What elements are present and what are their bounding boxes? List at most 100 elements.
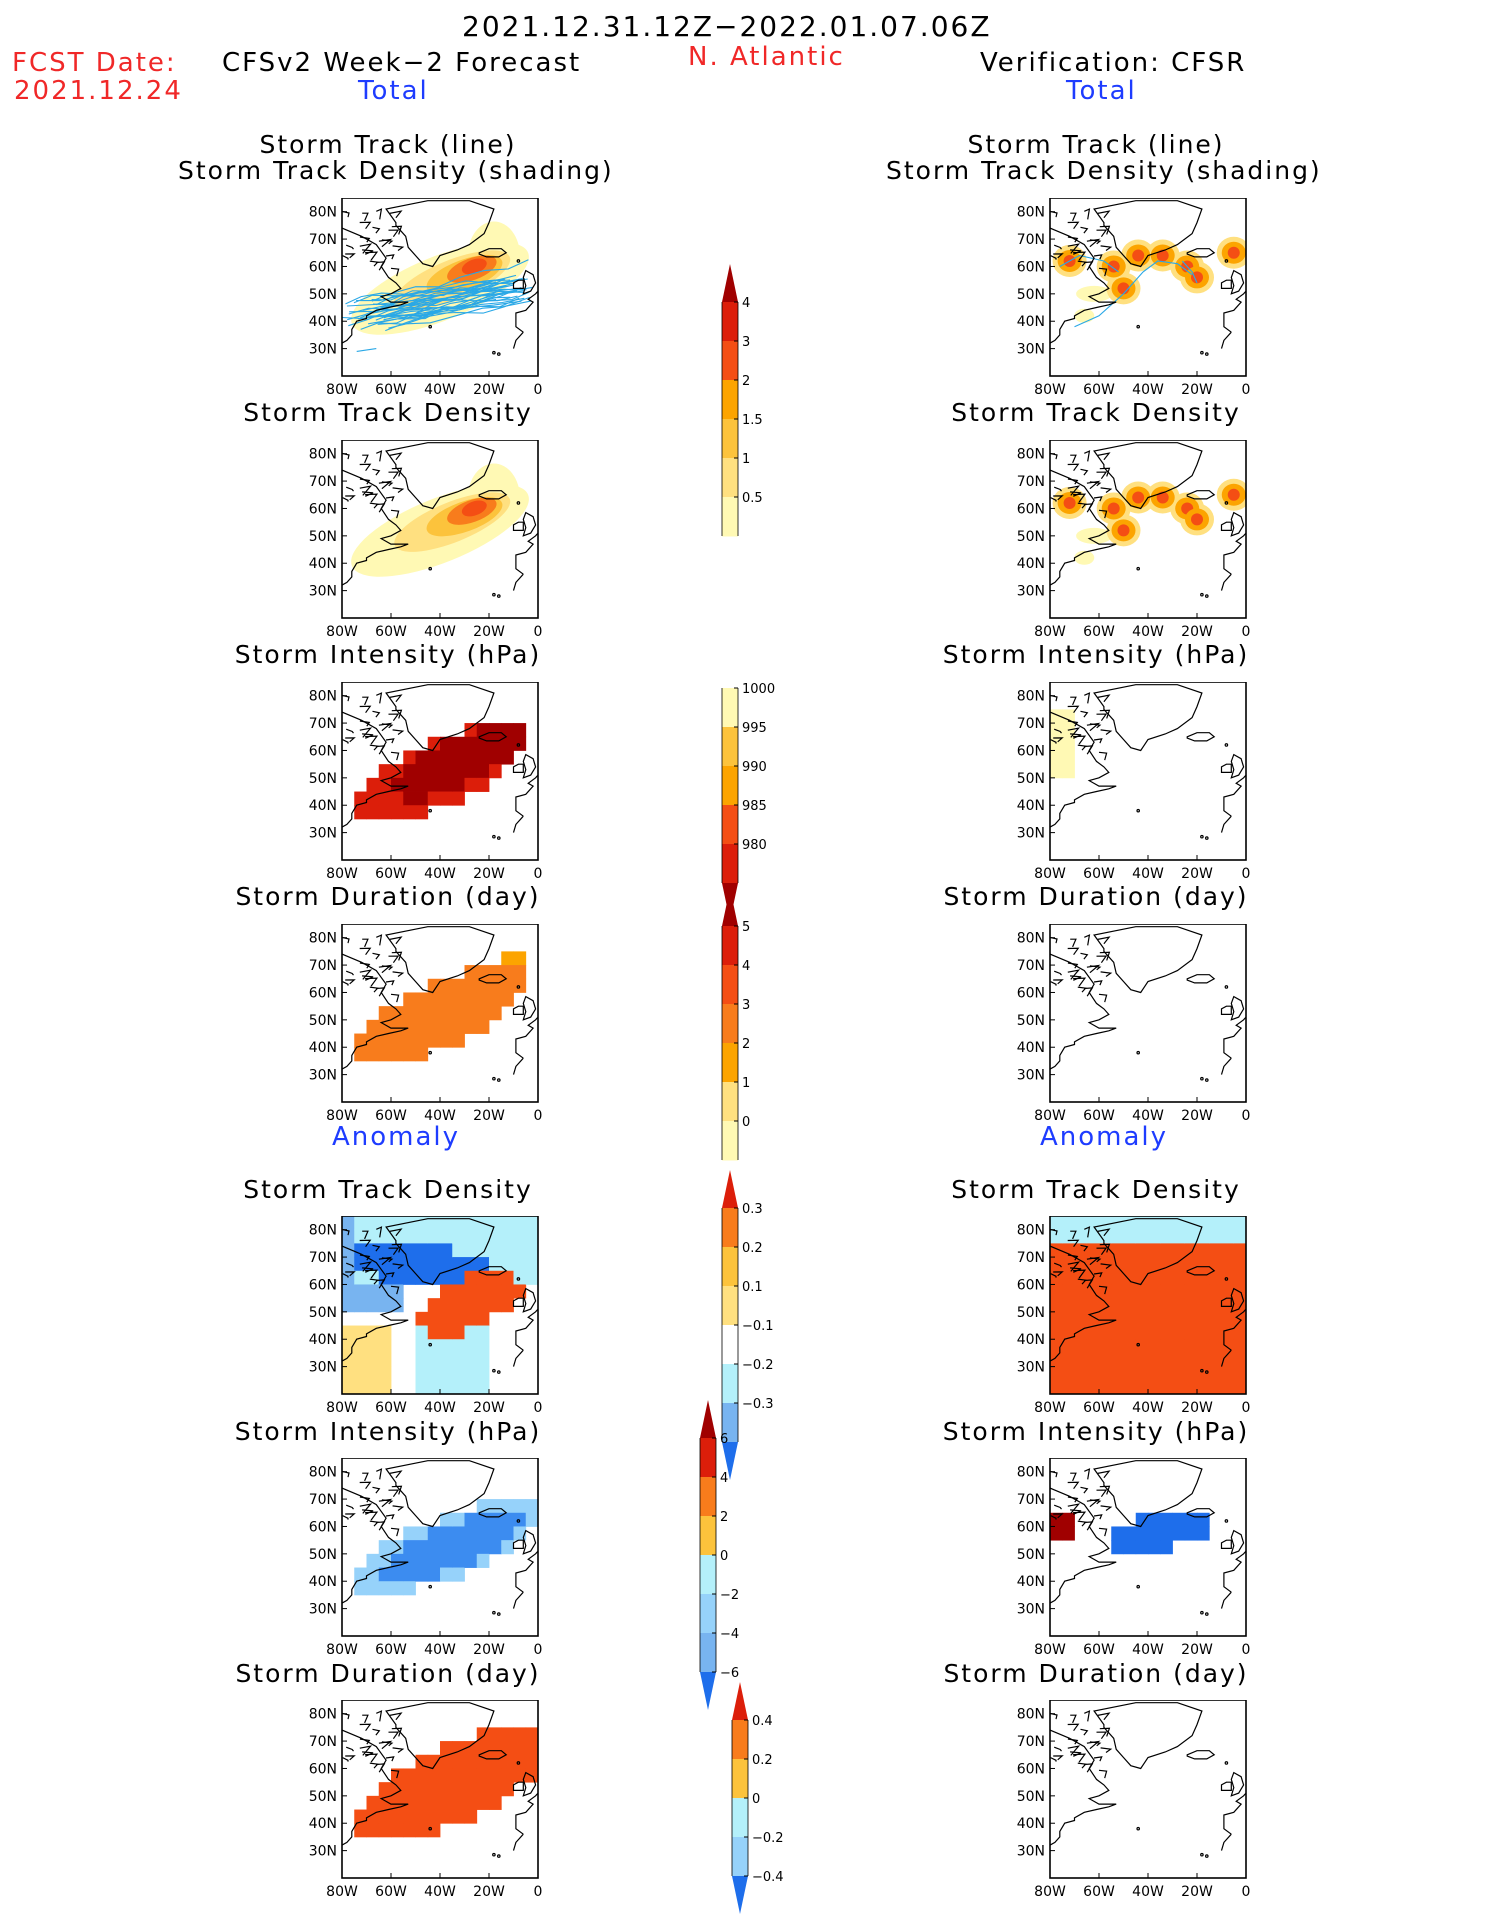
grid-shading <box>354 951 527 1062</box>
right-anomaly-label: Anomaly <box>1040 1122 1169 1152</box>
colorbar-label: −4 <box>720 1627 739 1642</box>
lat-tick-label: 50N <box>309 771 337 787</box>
lat-tick-label: 40N <box>309 798 337 814</box>
lon-tick-label: 0 <box>534 1108 543 1124</box>
colorbar-label: 0.5 <box>742 491 763 506</box>
colorbar-label: −0.3 <box>742 1397 774 1412</box>
lat-tick-label: 80N <box>1017 1223 1045 1239</box>
coastline <box>342 1460 538 1616</box>
lon-tick-label: 20W <box>473 1642 505 1658</box>
colorbar-label: 0.2 <box>752 1753 773 1768</box>
colorbar-label: 0 <box>742 1115 750 1130</box>
colorbar-label: 1000 <box>742 682 775 697</box>
lat-tick-label: 50N <box>1017 1547 1045 1563</box>
lat-tick-label: 60N <box>1017 259 1045 275</box>
map-right-intensity-anom: 80N 70N 60N 50N 40N 30N 80W 60W 40W 20W 0 <box>1000 1457 1252 1662</box>
lon-tick-label: 80W <box>326 866 358 882</box>
lon-tick-label: 60W <box>1083 1400 1115 1416</box>
colorbar-bottom-triangle <box>722 1442 738 1480</box>
colorbar-duration-anom: 0.4 0.2 0 −0.2 −0.4 <box>730 1680 800 1930</box>
lat-tick-label: 40N <box>1017 798 1045 814</box>
coastline <box>1050 200 1246 356</box>
colorbar-segment <box>722 458 738 498</box>
lon-tick-label: 20W <box>1181 1642 1213 1658</box>
lon-tick-label: 60W <box>375 866 407 882</box>
lat-tick-label: 30N <box>1017 342 1045 358</box>
title-left-intensity-anom: Storm Intensity (hPa) <box>234 1417 542 1446</box>
colorbar-segment <box>700 1594 716 1634</box>
lat-tick-label: 30N <box>309 1360 337 1376</box>
lat-tick-label: 80N <box>1017 447 1045 463</box>
lat-tick-label: 70N <box>309 1734 337 1750</box>
lat-tick-label: 60N <box>1017 743 1045 759</box>
colorbar-segment <box>722 688 738 728</box>
density-shading <box>1074 527 1113 565</box>
lon-tick-label: 80W <box>326 1642 358 1658</box>
lon-tick-label: 20W <box>1181 1400 1213 1416</box>
lat-tick-label: 80N <box>1017 689 1045 705</box>
lon-tick-label: 40W <box>424 1884 456 1900</box>
colorbar-segment <box>700 1555 716 1595</box>
colorbar-bottom-triangle <box>700 1672 716 1710</box>
lat-tick-label: 70N <box>309 958 337 974</box>
colorbar-label: 2 <box>720 1510 728 1525</box>
colorbar-segment <box>700 1438 716 1478</box>
grid-shading <box>1050 709 1075 779</box>
lon-tick-label: 40W <box>1132 1400 1164 1416</box>
colorbar-segment <box>732 1798 748 1838</box>
colorbar-segment <box>722 844 738 884</box>
colorbar-segment <box>722 727 738 767</box>
lat-tick-label: 80N <box>309 1707 337 1723</box>
lat-tick-label: 80N <box>1017 1465 1045 1481</box>
map-left-duration: 80N 70N 60N 50N 40N 30N 80W 60W 40W 20W 0 <box>292 923 544 1128</box>
lat-tick-label: 30N <box>309 1844 337 1860</box>
title-right-intensity: Storm Intensity (hPa) <box>942 640 1250 669</box>
title-right-duration-anom: Storm Duration (day) <box>943 1659 1249 1688</box>
lat-tick-label: 60N <box>1017 1277 1045 1293</box>
lon-tick-label: 0 <box>534 382 543 398</box>
coastline <box>342 442 538 598</box>
lat-tick-label: 70N <box>1017 1734 1045 1750</box>
lat-tick-label: 60N <box>309 1519 337 1535</box>
colorbar-segment <box>700 1477 716 1517</box>
density-shading <box>351 463 529 577</box>
colorbar-segment <box>722 1082 738 1122</box>
storm-track-lines <box>1059 254 1198 328</box>
lon-tick-label: 0 <box>534 1400 543 1416</box>
lat-tick-label: 70N <box>1017 232 1045 248</box>
colorbar-segment <box>722 926 738 966</box>
map-left-intensity: 80N 70N 60N 50N 40N 30N 80W 60W 40W 20W 0 <box>292 681 544 886</box>
lon-tick-label: 20W <box>473 1108 505 1124</box>
lon-tick-label: 20W <box>1181 866 1213 882</box>
coastline <box>342 1218 538 1374</box>
lon-tick-label: 40W <box>1132 1108 1164 1124</box>
lon-tick-label: 80W <box>1034 1400 1066 1416</box>
colorbar-segment <box>722 497 738 537</box>
lat-tick-label: 60N <box>1017 1761 1045 1777</box>
lon-tick-label: 20W <box>1181 382 1213 398</box>
colorbar-segment <box>722 341 738 381</box>
map-right-track: 80N 70N 60N 50N 40N 30N 80W 60W 40W 20W 0 <box>1000 197 1252 402</box>
left-total-label: Total <box>358 76 429 106</box>
colorbar-label: 5 <box>742 920 750 935</box>
colorbar-label: 1 <box>742 1076 750 1091</box>
colorbar-top-triangle <box>700 1400 716 1438</box>
lat-tick-label: 70N <box>309 716 337 732</box>
lon-tick-label: 20W <box>1181 624 1213 640</box>
colorbar-label: 0 <box>720 1549 728 1564</box>
colorbar-label: 4 <box>742 959 750 974</box>
lon-tick-label: 60W <box>375 382 407 398</box>
lon-tick-label: 40W <box>424 1642 456 1658</box>
colorbar-label: 3 <box>742 998 750 1013</box>
lat-tick-label: 70N <box>1017 474 1045 490</box>
right-model-title: Verification: CFSR <box>980 48 1247 78</box>
lon-tick-label: 80W <box>1034 1642 1066 1658</box>
lon-tick-label: 60W <box>1083 382 1115 398</box>
colorbar-segment <box>722 1208 738 1248</box>
coastline <box>342 1702 538 1858</box>
lon-tick-label: 60W <box>375 624 407 640</box>
title-left-track-shading: Storm Track Density (shading) <box>178 156 614 185</box>
title-right-density-anom: Storm Track Density <box>951 1175 1241 1204</box>
lat-tick-label: 80N <box>1017 1707 1045 1723</box>
lon-tick-label: 60W <box>375 1400 407 1416</box>
